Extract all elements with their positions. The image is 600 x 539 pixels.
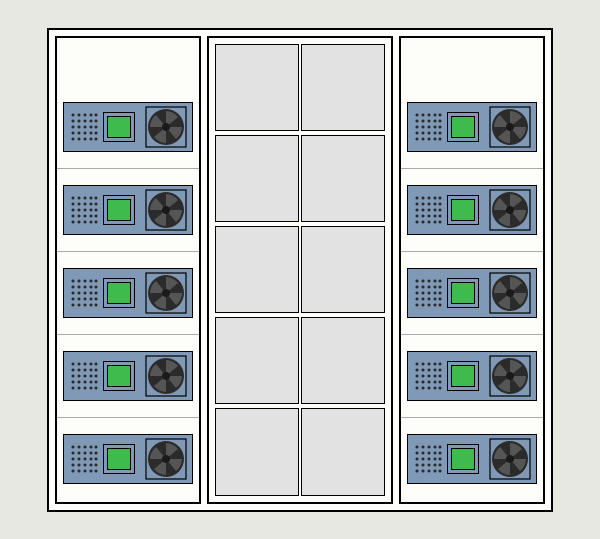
lcd-screen — [451, 199, 475, 221]
display-bezel — [103, 278, 135, 308]
display-bezel — [103, 112, 135, 142]
grid-row — [215, 135, 385, 222]
vent-grille-icon — [69, 359, 99, 393]
grid-row — [215, 226, 385, 313]
rack-module — [63, 351, 193, 401]
fan-icon — [489, 189, 531, 231]
display-bezel — [103, 444, 135, 474]
right-column — [399, 36, 545, 504]
blank-cell — [215, 226, 299, 313]
lcd-screen — [107, 448, 131, 470]
fan-icon — [145, 189, 187, 231]
blank-cell — [215, 408, 299, 495]
rack-module — [407, 434, 537, 484]
lcd-screen — [107, 282, 131, 304]
module-slot — [401, 418, 543, 500]
blank-panel-grid — [215, 44, 385, 496]
blank-cell — [301, 226, 385, 313]
module-slot — [401, 169, 543, 251]
rack-module — [407, 102, 537, 152]
blank-cell — [215, 135, 299, 222]
module-slot — [57, 335, 199, 417]
blank-cell — [301, 408, 385, 495]
vent-grille-icon — [413, 359, 443, 393]
fan-icon — [489, 272, 531, 314]
fan-icon — [489, 438, 531, 480]
fan-icon — [489, 106, 531, 148]
vent-grille-icon — [413, 110, 443, 144]
blank-cell — [301, 135, 385, 222]
module-slot — [401, 86, 543, 168]
rack-module — [63, 185, 193, 235]
display-bezel — [447, 112, 479, 142]
lcd-screen — [107, 199, 131, 221]
fan-icon — [145, 272, 187, 314]
lcd-screen — [451, 282, 475, 304]
module-slot — [401, 335, 543, 417]
fan-icon — [145, 355, 187, 397]
center-column — [207, 36, 393, 504]
blank-cell — [301, 317, 385, 404]
vent-grille-icon — [413, 193, 443, 227]
display-bezel — [447, 278, 479, 308]
fan-icon — [145, 438, 187, 480]
module-slot — [57, 169, 199, 251]
blank-cell — [215, 44, 299, 131]
blank-cell — [215, 317, 299, 404]
vent-grille-icon — [69, 276, 99, 310]
display-bezel — [447, 195, 479, 225]
rack-module — [407, 185, 537, 235]
rack-module — [407, 351, 537, 401]
module-slot — [57, 86, 199, 168]
vent-grille-icon — [69, 193, 99, 227]
vent-grille-icon — [69, 110, 99, 144]
vent-grille-icon — [69, 442, 99, 476]
vent-grille-icon — [413, 276, 443, 310]
display-bezel — [103, 195, 135, 225]
rack-module — [63, 434, 193, 484]
lcd-screen — [107, 116, 131, 138]
lcd-screen — [451, 116, 475, 138]
grid-row — [215, 408, 385, 495]
blank-cell — [301, 44, 385, 131]
vent-grille-icon — [413, 442, 443, 476]
lcd-screen — [451, 365, 475, 387]
rack-module — [407, 268, 537, 318]
rack-module — [63, 102, 193, 152]
lcd-screen — [107, 365, 131, 387]
equipment-cabinet — [47, 28, 553, 512]
lcd-screen — [451, 448, 475, 470]
module-slot — [401, 252, 543, 334]
grid-row — [215, 44, 385, 131]
module-slot — [57, 418, 199, 500]
module-slot — [57, 252, 199, 334]
display-bezel — [103, 361, 135, 391]
fan-icon — [489, 355, 531, 397]
display-bezel — [447, 361, 479, 391]
left-column — [55, 36, 201, 504]
grid-row — [215, 317, 385, 404]
display-bezel — [447, 444, 479, 474]
rack-module — [63, 268, 193, 318]
fan-icon — [145, 106, 187, 148]
